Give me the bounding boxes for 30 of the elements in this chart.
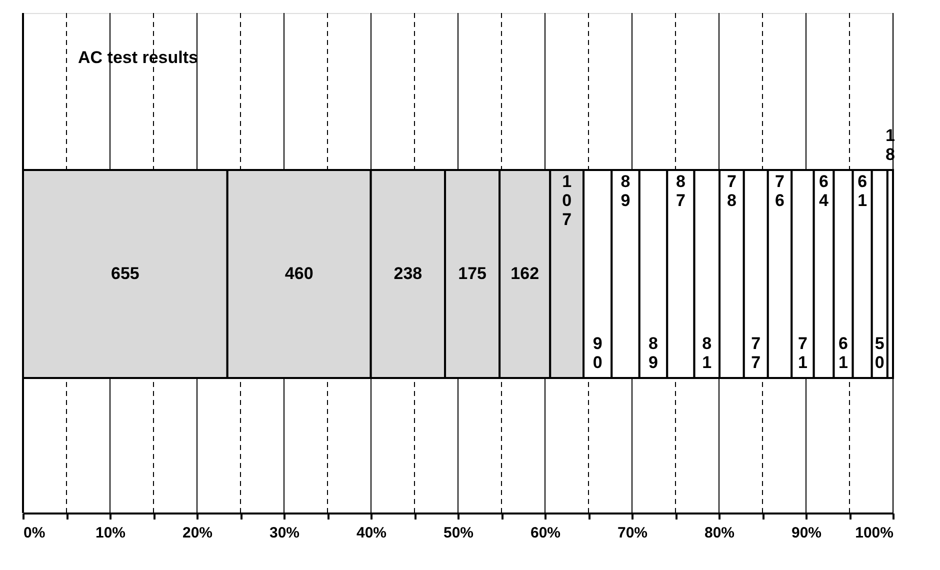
text: 89 <box>648 334 658 372</box>
text: 89 <box>620 172 630 210</box>
text: 64 <box>819 172 829 210</box>
x-tick-label: 90% <box>791 524 822 542</box>
text: 50 <box>874 334 884 372</box>
text: 107 <box>562 172 572 229</box>
text: 77 <box>751 334 761 372</box>
text: 162 <box>510 264 540 283</box>
text: 76 <box>775 172 785 210</box>
x-tick-label: 40% <box>356 524 387 542</box>
x-tick-label: 80% <box>704 524 735 542</box>
x-tick-label: 0% <box>24 524 46 542</box>
x-tick-label: 10% <box>95 524 126 542</box>
text: 87 <box>676 172 686 210</box>
text: 90 <box>592 334 602 372</box>
text: 175 <box>458 264 486 283</box>
text: 238 <box>394 264 422 283</box>
text: 71 <box>798 334 808 372</box>
x-tick-label: 100% <box>855 524 894 542</box>
x-tick-label: 70% <box>617 524 648 542</box>
x-tick-label: 60% <box>530 524 561 542</box>
text: 61 <box>838 334 848 372</box>
x-tick-label: 30% <box>269 524 300 542</box>
text: 81 <box>702 334 712 372</box>
x-tick-label: 50% <box>443 524 474 542</box>
text: 655 <box>110 264 140 283</box>
text: 78 <box>726 172 736 210</box>
x-tick-label: 20% <box>182 524 213 542</box>
text: 61 <box>858 172 868 210</box>
text: 460 <box>284 264 314 283</box>
